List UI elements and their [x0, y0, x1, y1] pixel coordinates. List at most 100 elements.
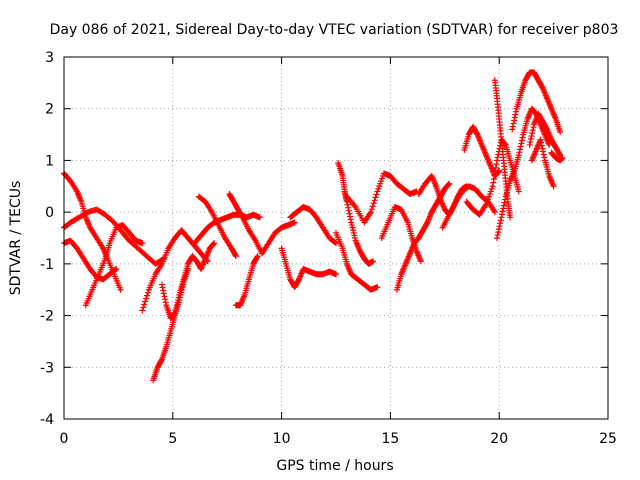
data-point	[494, 235, 501, 241]
y-tick-label: 0	[45, 205, 54, 221]
data-point	[232, 251, 239, 258]
data-point	[550, 183, 557, 190]
data-point	[496, 223, 503, 230]
data-point	[256, 214, 263, 221]
data-point	[490, 175, 497, 182]
data-point	[496, 167, 503, 174]
data-point	[492, 164, 499, 171]
data-point	[541, 154, 548, 161]
data-point	[528, 133, 535, 140]
data-point	[344, 201, 351, 208]
data-point	[493, 161, 500, 168]
data-point	[510, 120, 517, 127]
y-tick-label: -4	[40, 412, 54, 428]
data-point	[370, 200, 377, 207]
data-point	[346, 213, 353, 220]
data-point	[509, 123, 516, 130]
data-point	[291, 219, 298, 226]
data-point	[501, 199, 508, 206]
data-point	[347, 216, 354, 223]
data-point	[539, 145, 546, 152]
data-point	[211, 240, 218, 247]
y-axis-label: SDTVAR / TECUs	[8, 181, 24, 296]
data-point	[369, 203, 376, 210]
data-point	[497, 217, 504, 224]
y-tick-label: 1	[45, 153, 54, 169]
data-point	[346, 210, 353, 217]
data-point	[112, 266, 119, 273]
data-point	[490, 179, 497, 186]
data-point	[369, 258, 376, 265]
data-point	[489, 183, 496, 190]
data-point	[537, 136, 544, 143]
data-point	[498, 211, 505, 218]
data-point	[345, 207, 352, 214]
data-point	[556, 151, 563, 158]
data-point	[500, 202, 507, 209]
data-point	[160, 287, 167, 294]
data-point	[527, 138, 534, 145]
data-point	[367, 209, 374, 216]
data-point	[162, 299, 169, 306]
x-axis-label: GPS time / hours	[276, 458, 393, 474]
data-point	[502, 141, 509, 148]
data-point	[515, 152, 522, 159]
data-point	[540, 148, 547, 155]
data-point	[445, 181, 452, 188]
data-point	[232, 253, 239, 260]
data-point	[515, 188, 522, 195]
data-point	[144, 289, 151, 296]
plot-frame	[63, 56, 609, 420]
data-point	[502, 196, 509, 203]
data-point	[507, 214, 514, 221]
data-point	[500, 205, 507, 212]
data-point	[333, 271, 339, 278]
data-point	[374, 284, 381, 291]
data-point	[333, 240, 339, 247]
x-tick-label: 20	[490, 431, 508, 447]
data-point	[159, 284, 166, 291]
data-point	[511, 117, 518, 124]
data-point	[492, 168, 499, 175]
data-point	[518, 140, 525, 147]
data-point	[530, 124, 537, 131]
data-point	[519, 134, 526, 141]
data-point	[446, 180, 453, 187]
axis-ticks	[63, 56, 609, 420]
data-point	[526, 141, 533, 148]
data-point	[117, 286, 124, 293]
data-point	[210, 240, 217, 247]
y-tick-label: -3	[40, 360, 54, 376]
data-point	[529, 127, 536, 134]
x-tick-labels: 0 5 10 15 20 25	[60, 431, 617, 447]
data-point	[538, 139, 545, 146]
data-point	[142, 298, 149, 305]
data-point	[160, 290, 167, 297]
data-point	[158, 357, 165, 364]
data-point	[373, 191, 380, 198]
data-point	[491, 209, 498, 216]
y-tick-label: 3	[45, 50, 54, 66]
data-point	[113, 266, 120, 273]
data-point	[491, 172, 498, 179]
data-point	[162, 296, 169, 303]
data-point	[345, 204, 352, 211]
data-point	[494, 232, 501, 239]
data-point	[498, 214, 505, 221]
data-point	[529, 130, 536, 137]
data-point	[509, 126, 516, 133]
data-point	[517, 146, 524, 153]
data-point	[158, 281, 165, 288]
data-point	[143, 292, 150, 299]
data-point	[372, 194, 379, 201]
data-point	[143, 295, 150, 302]
y-tick-label: -1	[40, 257, 54, 273]
data-point	[546, 141, 553, 148]
grid-lines	[64, 57, 608, 419]
data-point	[518, 137, 525, 144]
data-point	[140, 304, 147, 311]
data-point	[139, 307, 146, 314]
data-point	[540, 151, 547, 158]
data-point	[371, 197, 378, 204]
data-point	[254, 254, 261, 261]
